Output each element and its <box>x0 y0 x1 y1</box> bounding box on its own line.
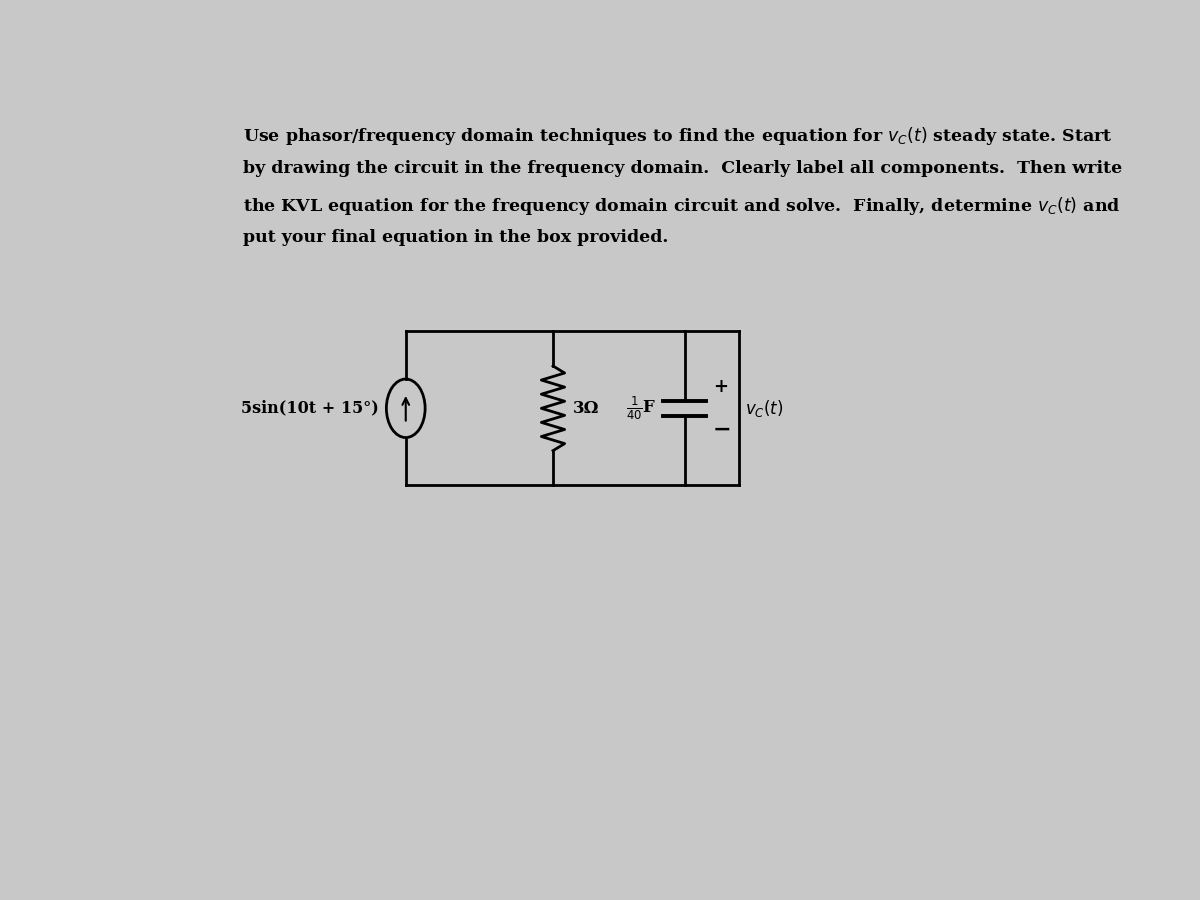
Text: the KVL equation for the frequency domain circuit and solve.  Finally, determine: the KVL equation for the frequency domai… <box>242 194 1121 217</box>
Text: Use phasor/frequency domain techniques to find the equation for $v_C(t)$ steady : Use phasor/frequency domain techniques t… <box>242 125 1112 148</box>
Text: $v_C(t)$: $v_C(t)$ <box>745 398 784 418</box>
Text: −: − <box>713 418 731 441</box>
Text: +: + <box>713 378 727 396</box>
Text: put your final equation in the box provided.: put your final equation in the box provi… <box>242 230 668 247</box>
Text: $\frac{1}{40}$F: $\frac{1}{40}$F <box>626 394 656 422</box>
Text: 5sin(10t + 15°): 5sin(10t + 15°) <box>241 400 379 417</box>
Text: by drawing the circuit in the frequency domain.  Clearly label all components.  : by drawing the circuit in the frequency … <box>242 160 1122 177</box>
Text: 3Ω: 3Ω <box>572 400 599 417</box>
